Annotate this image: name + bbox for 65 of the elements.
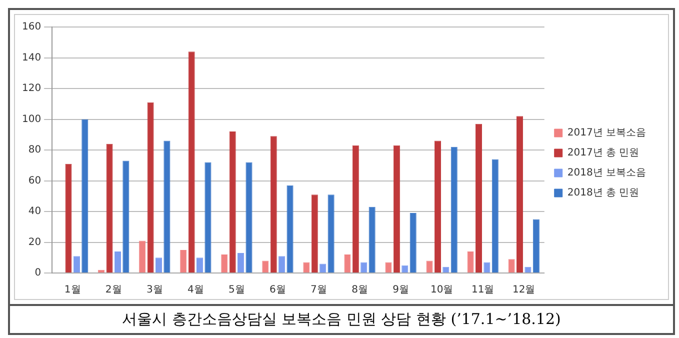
- bar: [180, 250, 187, 272]
- bar: [65, 164, 72, 272]
- text: 서울시 층간소음상담실 보복소음 민원 상담 현황 (’17.1~’18.12): [10, 304, 673, 333]
- x-tick-label: 5월: [228, 284, 245, 296]
- bar: [164, 140, 170, 272]
- bar: [188, 52, 195, 272]
- legend-label: 2017년 총 민원: [567, 148, 640, 159]
- bar: [204, 162, 212, 272]
- bar: [246, 162, 252, 272]
- bar: [328, 194, 334, 272]
- bar: [492, 159, 498, 272]
- y-tick-label: 160: [22, 22, 42, 33]
- bar: [229, 132, 236, 272]
- y-tick-label: 60: [28, 175, 42, 186]
- x-tick-label: 2월: [105, 284, 122, 296]
- bar: [426, 260, 433, 272]
- bar: [196, 258, 204, 272]
- bar: [262, 260, 269, 272]
- x-tick-label: 12월: [512, 284, 536, 296]
- y-tick-label: 140: [22, 52, 42, 64]
- x-tick-label: 4월: [187, 284, 204, 296]
- legend-label: 2018년 보복소음: [567, 168, 646, 179]
- bar: [278, 256, 286, 272]
- x-tick-label: 9월: [392, 284, 409, 296]
- bar: [139, 240, 146, 272]
- x-tick-label: 6월: [270, 284, 286, 296]
- y-tick-label: 80: [28, 144, 42, 156]
- bar: [73, 256, 80, 272]
- bar: [352, 145, 359, 272]
- bar: [344, 254, 351, 272]
- bar: [221, 254, 228, 272]
- x-tick-label: 10월: [430, 284, 454, 296]
- x-tick-label: 7월: [310, 284, 327, 296]
- bar: [311, 194, 318, 272]
- bar: [508, 259, 515, 272]
- x-tick-label: 8월: [352, 284, 368, 296]
- bar: [434, 140, 441, 272]
- bar: [270, 136, 277, 272]
- x-tick-label: 1월: [64, 284, 81, 296]
- legend-label: 2017년 보복소음: [567, 128, 646, 139]
- bar: [393, 145, 400, 272]
- legend-label: 2018년 총 민원: [567, 188, 640, 199]
- bar: [98, 270, 105, 272]
- bar: [516, 116, 524, 272]
- x-tick-label: 11월: [471, 284, 494, 296]
- bar: [532, 219, 540, 272]
- bar: [155, 258, 162, 272]
- bar: [475, 124, 482, 272]
- bar: [106, 144, 113, 272]
- bar: [147, 102, 154, 272]
- y-tick-label: 20: [28, 236, 42, 248]
- bar: [368, 206, 376, 272]
- y-tick-label: 100: [22, 114, 42, 125]
- bar: [114, 251, 122, 272]
- bar: [82, 119, 88, 272]
- bar: [450, 146, 458, 272]
- bar: [122, 160, 130, 272]
- bar: [467, 251, 474, 272]
- y-tick-label: 120: [22, 83, 42, 94]
- x-tick-label: 3월: [146, 284, 163, 296]
- bar: [410, 213, 416, 272]
- y-tick-label: 40: [28, 206, 42, 218]
- bar: [238, 253, 244, 272]
- bar: [286, 185, 294, 272]
- y-tick-label: 0: [34, 268, 42, 279]
